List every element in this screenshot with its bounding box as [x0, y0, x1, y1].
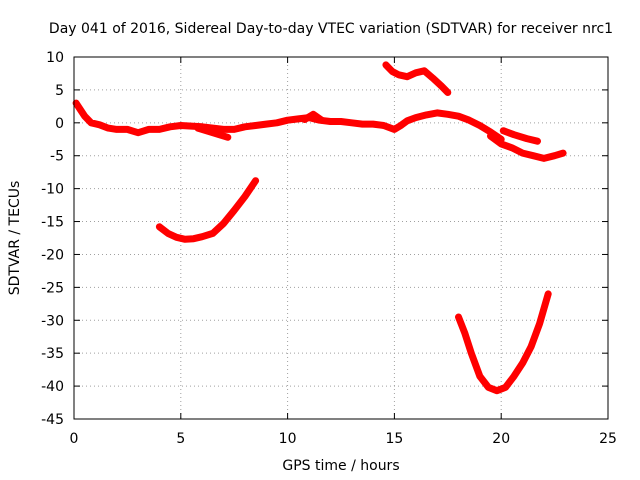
y-tick-label: -30 [41, 313, 64, 329]
x-tick-label: 25 [599, 431, 617, 447]
y-tick-label: -20 [41, 247, 64, 263]
y-tick-label: 10 [46, 50, 64, 66]
x-tick-label: 10 [279, 431, 297, 447]
y-tick-label: -15 [41, 215, 64, 231]
y-axis-title: SDTVAR / TECUs [7, 181, 23, 296]
x-tick-label: 20 [492, 431, 510, 447]
series-line-segment-2 [194, 124, 232, 141]
series-line-segment-1 [72, 99, 505, 143]
y-tick-label: 0 [55, 116, 64, 132]
plot-frame [73, 56, 609, 420]
x-tick-label: 0 [70, 431, 79, 447]
x-tick-label: 15 [385, 431, 403, 447]
series-line-segment-8 [455, 290, 552, 395]
y-tick-label: -10 [41, 182, 64, 198]
chart-title: Day 041 of 2016, Sidereal Day-to-day VTE… [49, 21, 613, 37]
x-tick-label: 5 [176, 431, 185, 447]
y-tick-label: 5 [55, 83, 64, 99]
series-line-segment-4 [382, 61, 452, 96]
y-tick-label: -45 [41, 412, 64, 428]
y-tick-label: -25 [41, 280, 64, 296]
series-line-segment-6 [499, 127, 541, 145]
y-tick-label: -35 [41, 346, 64, 362]
series-line-segment-7 [155, 177, 260, 243]
axis-ticks: 0 5 10 15 20 25 10 5 0 -5 -10 -15 -20 -25 -30 -35 -40 -45 [41, 50, 617, 447]
data-series [72, 61, 567, 395]
y-tick-label: -5 [50, 149, 64, 165]
series-line-segment-3 [301, 110, 326, 124]
grid [74, 57, 608, 419]
series-line-segment-5 [487, 132, 567, 162]
x-axis-title: GPS time / hours [282, 458, 399, 474]
y-tick-label: -40 [41, 379, 64, 395]
